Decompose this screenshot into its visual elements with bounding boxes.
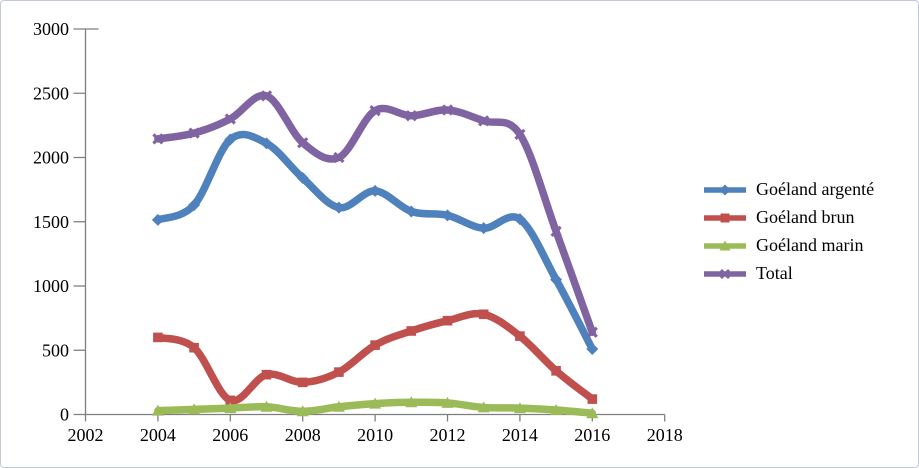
- marker-goeland-brun-2005: [189, 342, 199, 353]
- legend-marker-diamond-icon: [719, 184, 731, 195]
- series-line-goeland-brun: [154, 309, 597, 405]
- x-axis-label: 2004: [140, 425, 176, 445]
- marker-goeland-brun-2016: [587, 394, 598, 404]
- marker-goeland-marin-2008: [296, 405, 309, 417]
- marker-goeland-brun-2012: [442, 315, 453, 326]
- marker-goeland-argente-2007: [260, 137, 273, 150]
- legend-label: Goéland marin: [756, 235, 864, 255]
- legend-swatch-goeland-brun: [704, 213, 746, 222]
- x-axis-label: 2008: [285, 425, 321, 445]
- legend-label: Goéland argenté: [756, 179, 875, 199]
- marker-goeland-argente-2012: [441, 209, 454, 222]
- marker-goeland-marin-2016: [586, 407, 599, 419]
- marker-goeland-argente-2015: [550, 273, 563, 286]
- marker-goeland-marin-2007: [260, 400, 273, 412]
- marker-goeland-marin-2013: [477, 401, 490, 413]
- marker-total-2005: [188, 127, 200, 139]
- marker-goeland-brun-2007: [261, 369, 272, 380]
- legend-swatch-total: [704, 268, 746, 279]
- marker-goeland-argente-2004: [151, 213, 164, 226]
- marker-total-2008: [297, 137, 309, 149]
- y-axis-label: 1000: [33, 276, 69, 296]
- marker-total-2009: [333, 151, 345, 164]
- marker-goeland-argente-2006: [224, 133, 237, 146]
- series-line-goeland-argente: [154, 130, 597, 353]
- marker-goeland-brun-2015: [551, 366, 561, 376]
- x-axis-label: 2002: [68, 425, 104, 445]
- marker-total-2012: [441, 104, 454, 116]
- marker-total-2013: [478, 115, 490, 127]
- y-axis-label: 1500: [33, 212, 69, 232]
- marker-goeland-marin-2015: [550, 404, 563, 416]
- legend-swatch-goeland-argente: [704, 184, 746, 195]
- axis-lines: [84, 28, 665, 416]
- legend: Goéland argenté Goéland brun Goéland marin…: [702, 179, 874, 291]
- marker-goeland-argente-2014: [513, 213, 526, 226]
- y-axis-label: 500: [42, 340, 69, 360]
- marker-goeland-marin-2014: [513, 402, 526, 414]
- marker-goeland-argente-2009: [332, 201, 345, 214]
- x-axis-label: 2006: [212, 425, 248, 445]
- marker-total-2011: [405, 110, 417, 122]
- marker-goeland-marin-2009: [332, 400, 345, 412]
- marker-goeland-marin-2012: [441, 396, 454, 408]
- marker-goeland-marin-2010: [369, 397, 382, 409]
- marker-goeland-marin-2011: [405, 396, 418, 408]
- legend-item-goeland-argente: Goéland argenté: [702, 179, 874, 200]
- marker-goeland-brun-2011: [406, 326, 417, 336]
- marker-goeland-argente-2010: [369, 184, 382, 197]
- marker-total-2006: [224, 113, 236, 125]
- marker-goeland-brun-2006: [225, 395, 236, 406]
- marker-total-2016: [586, 326, 598, 338]
- legend-marker-triangle-icon: [719, 240, 731, 250]
- marker-goeland-argente-2013: [477, 222, 490, 235]
- y-axis-label: 3000: [33, 19, 69, 39]
- marker-total-2007: [260, 90, 273, 102]
- marker-goeland-brun-2013: [478, 309, 489, 320]
- marker-goeland-marin-2005: [188, 403, 201, 415]
- legend-label: Total: [756, 263, 793, 283]
- legend-label: Goéland brun: [756, 207, 855, 227]
- marker-total-2015: [550, 225, 562, 238]
- legend-swatch-goeland-marin: [704, 240, 746, 250]
- legend-item-goeland-brun: Goéland brun: [702, 207, 874, 228]
- y-axis-label: 2500: [33, 83, 69, 103]
- marker-goeland-marin-2004: [151, 404, 164, 416]
- x-axis-label: 2012: [430, 425, 466, 445]
- marker-goeland-argente-2008: [296, 172, 309, 185]
- marker-goeland-brun-2008: [297, 377, 308, 388]
- marker-total-2004: [152, 133, 164, 145]
- legend-marker-x-icon: [719, 268, 731, 279]
- legend-marker-square-icon: [720, 213, 730, 222]
- marker-total-2014: [514, 128, 526, 141]
- marker-goeland-brun-2009: [334, 367, 344, 377]
- marker-goeland-brun-2004: [153, 332, 163, 343]
- legend-item-goeland-marin: Goéland marin: [702, 235, 874, 256]
- marker-total-2010: [369, 104, 381, 117]
- marker-goeland-marin-2006: [224, 402, 237, 414]
- x-axis-label: 2018: [647, 425, 683, 445]
- marker-goeland-argente-2016: [586, 342, 599, 355]
- y-axis-label: 0: [60, 405, 69, 425]
- y-axis-label: 2000: [33, 148, 69, 168]
- marker-goeland-brun-2010: [370, 340, 380, 350]
- marker-goeland-argente-2011: [405, 205, 418, 218]
- x-axis-label: 2016: [574, 425, 610, 445]
- marker-goeland-brun-2014: [515, 331, 525, 341]
- series-line-total: [154, 91, 597, 337]
- marker-goeland-argente-2005: [188, 199, 201, 212]
- x-axis-label: 2014: [502, 425, 538, 445]
- legend-item-total: Total: [702, 263, 874, 284]
- x-axis-label: 2010: [357, 425, 393, 445]
